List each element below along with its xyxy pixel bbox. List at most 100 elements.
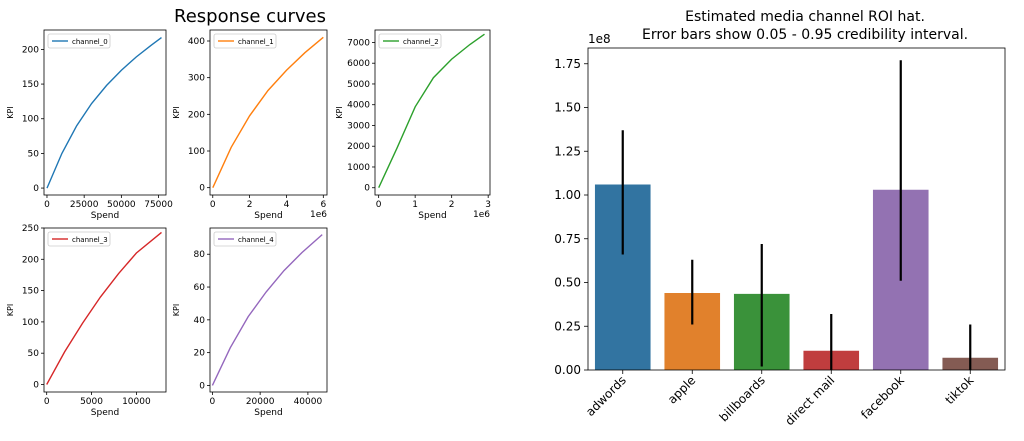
x-tick-label: 50000 <box>107 200 136 210</box>
x-axis-label: Spend <box>418 211 446 221</box>
y-axis-label: KPI <box>6 304 15 316</box>
legend-label: channel_1 <box>238 38 274 46</box>
y-tick-label: 400 <box>188 37 205 47</box>
x-tick-label: 0 <box>44 200 50 210</box>
y-tick-label: 60 <box>194 283 206 293</box>
x-tick-label: 40000 <box>294 397 323 407</box>
y-tick-label: 200 <box>22 45 39 55</box>
legend-label: channel_0 <box>72 38 108 46</box>
y-tick-label: 0.75 <box>554 232 581 246</box>
y-tick-label: 0 <box>33 184 39 194</box>
roi-chart-title: Estimated media channel ROI hat. <box>685 9 925 25</box>
y-tick-label: 5000 <box>347 80 370 90</box>
y-tick-label: 200 <box>22 255 39 265</box>
axes-frame <box>43 29 167 196</box>
x-tick-label: 0 <box>376 200 382 210</box>
roi-bar-chart: Estimated media channel ROI hat. Error ba… <box>554 9 1006 428</box>
y-tick-label: 50 <box>28 149 40 159</box>
series-line <box>378 33 485 188</box>
axes-frame <box>209 227 328 393</box>
series-line <box>211 234 323 386</box>
y-tick-label: 2000 <box>347 142 370 152</box>
x-tick-label: 3 <box>485 200 491 210</box>
roi-chart-subtitle: Error bars show 0.05 - 0.95 credibility … <box>642 27 968 43</box>
x-tick-label: facebook <box>858 373 907 422</box>
response-curve-panel: 0 20000 40000 0 20 40 60 80 Spend KPI channel_4 <box>172 227 328 418</box>
y-tick-label: 0 <box>199 381 205 391</box>
y-tick-label: 40 <box>194 316 206 326</box>
y-axis-label: KPI <box>172 304 181 316</box>
x-tick-label: direct mail <box>782 373 837 428</box>
series-line <box>46 231 162 385</box>
x-tick-label: 2 <box>247 200 253 210</box>
y-tick-label: 6000 <box>347 59 370 69</box>
x-tick-label: 5000 <box>80 397 103 407</box>
y-tick-label: 20 <box>194 349 206 359</box>
y-tick-label: 80 <box>194 250 206 260</box>
axes-frame <box>587 47 1006 371</box>
x-offset-text: 1e6 <box>310 210 327 220</box>
series-line <box>46 37 162 189</box>
x-tick-label: 0 <box>44 397 50 407</box>
y-axis-label: KPI <box>335 106 344 118</box>
axes-frame <box>43 227 167 393</box>
legend-box <box>378 33 442 49</box>
y-tick-label: 3000 <box>347 121 370 131</box>
x-tick-label: 25000 <box>70 200 99 210</box>
x-tick-label: tiktok <box>942 373 976 407</box>
y-tick-label: 1.00 <box>554 188 581 202</box>
y-tick-label: 150 <box>22 287 39 297</box>
y-axis-label: KPI <box>6 106 15 118</box>
response-curve-panel: 0 5000 10000 0 50 100 150 200 250 Spend KPI channel… <box>6 224 167 418</box>
x-axis-label: Spend <box>91 211 119 221</box>
y-tick-label: 150 <box>22 80 39 90</box>
y-tick-label: 0 <box>364 184 370 194</box>
y-tick-label: 0.25 <box>554 319 581 333</box>
x-tick-label: 0 <box>210 200 216 210</box>
legend-box <box>47 231 111 247</box>
response-curve-panel: 0 1 2 3 0 1000 2000 3000 4000 5000 6000 7000 Spend KP… <box>335 29 491 221</box>
axes-frame <box>209 29 328 196</box>
x-tick-label: 4 <box>284 200 290 210</box>
y-tick-label: 50 <box>28 349 40 359</box>
y-axis-label: KPI <box>172 106 181 118</box>
x-tick-label: adwords <box>583 373 629 419</box>
y-tick-label: 100 <box>188 147 205 157</box>
y-tick-label: 7000 <box>347 38 370 48</box>
y-tick-label: 0 <box>199 184 205 194</box>
response-curves-title: Response curves <box>174 6 326 27</box>
x-tick-label: 20000 <box>246 397 275 407</box>
x-tick-label: 10000 <box>122 397 151 407</box>
x-axis-label: Spend <box>254 211 282 221</box>
response-curve-panel: 0 2 4 6 0 100 200 300 400 Spend KPI 1e6 channel_1 <box>172 29 328 221</box>
y-tick-label: 300 <box>188 74 205 84</box>
axes-frame <box>374 29 491 196</box>
y-tick-label: 1.25 <box>554 144 581 158</box>
y-tick-label: 1.75 <box>554 57 581 71</box>
y-tick-label: 4000 <box>347 101 370 111</box>
y-offset-text: 1e8 <box>588 32 611 46</box>
y-tick-label: 0 <box>33 380 39 390</box>
y-tick-label: 0.50 <box>554 276 581 290</box>
x-tick-label: 0 <box>210 397 216 407</box>
y-tick-label: 200 <box>188 110 205 120</box>
legend-box <box>213 231 277 247</box>
x-axis-label: Spend <box>254 408 282 418</box>
response-curve-panel: 0 25000 50000 75000 0 50 100 150 200 Spend KPI chan… <box>6 29 173 221</box>
y-tick-label: 250 <box>22 224 39 234</box>
y-tick-label: 1.50 <box>554 101 581 115</box>
y-tick-label: 0.00 <box>554 363 581 377</box>
x-tick-label: 75000 <box>144 200 173 210</box>
y-tick-label: 100 <box>22 318 39 328</box>
x-tick-label: apple <box>665 373 698 406</box>
x-offset-text: 1e6 <box>473 210 490 220</box>
legend-label: channel_2 <box>403 38 439 46</box>
x-tick-label: billboards <box>717 373 768 424</box>
x-tick-label: 1 <box>412 200 418 210</box>
y-tick-label: 100 <box>22 115 39 125</box>
legend-box <box>47 33 111 49</box>
series-line <box>212 36 324 188</box>
legend-label: channel_3 <box>72 236 108 244</box>
legend-label: channel_4 <box>238 236 274 244</box>
